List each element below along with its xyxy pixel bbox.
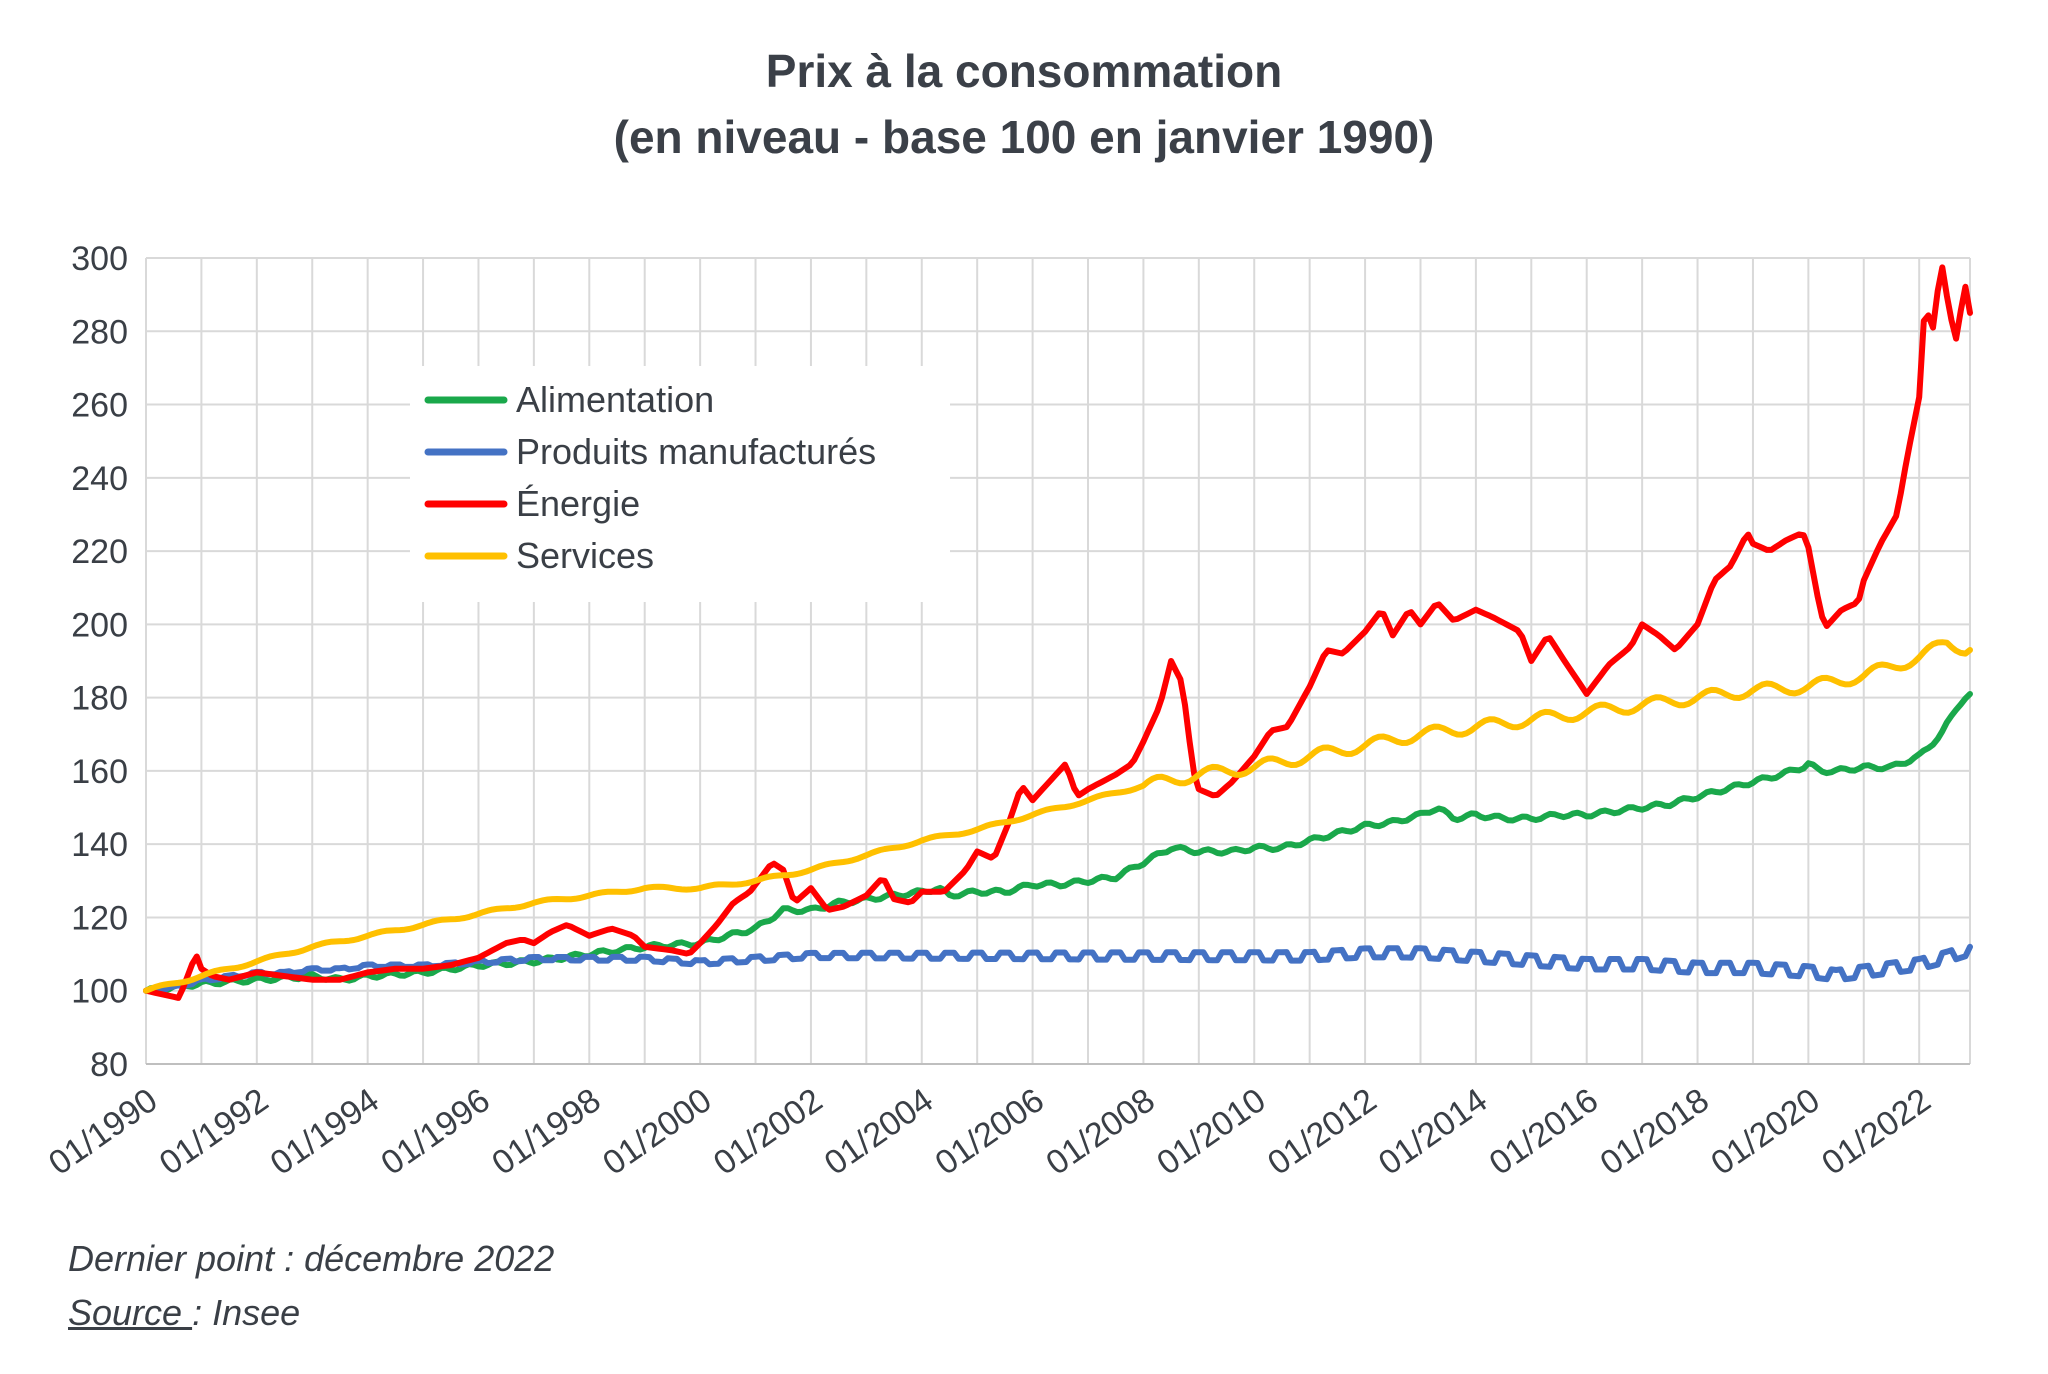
y-tick-label: 120	[71, 899, 128, 937]
y-tick-label: 160	[71, 753, 128, 791]
chart-title: Prix à la consommation	[765, 45, 1283, 97]
x-tick-label: 01/2022	[1815, 1081, 1937, 1183]
x-tick-label: 01/1990	[42, 1081, 164, 1183]
x-tick-label: 01/2004	[818, 1081, 940, 1183]
legend-label: Services	[516, 535, 654, 576]
series-layer	[143, 264, 1973, 1001]
x-tick-label: 01/2008	[1039, 1081, 1161, 1183]
footer-note: Dernier point : décembre 2022	[68, 1238, 555, 1279]
source-label: Source	[68, 1292, 193, 1333]
legend-label: Alimentation	[516, 379, 714, 420]
chart-subtitle: (en niveau - base 100 en janvier 1990)	[613, 111, 1435, 163]
source-value: : Insee	[192, 1292, 301, 1333]
series-line	[143, 264, 1973, 1001]
x-tick-label: 01/2010	[1150, 1081, 1272, 1183]
y-tick-label: 260	[71, 387, 128, 425]
x-tick-label: 01/2014	[1372, 1081, 1494, 1183]
x-tick-label: 01/2000	[596, 1081, 718, 1183]
y-tick-label: 280	[71, 313, 128, 351]
legend-label: Énergie	[516, 483, 640, 524]
y-tick-label: 100	[71, 973, 128, 1011]
x-tick-label: 01/2012	[1261, 1081, 1383, 1183]
y-tick-label: 80	[90, 1046, 128, 1084]
x-tick-label: 01/2002	[707, 1081, 829, 1183]
legend-box	[410, 366, 950, 602]
x-tick-label: 01/1998	[485, 1081, 607, 1183]
x-tick-label: 01/2006	[928, 1081, 1050, 1183]
x-tick-label: 01/2018	[1593, 1081, 1715, 1183]
legend: Alimentation Produits manufacturés Énergie…	[410, 366, 950, 602]
y-tick-label: 180	[71, 680, 128, 718]
series-line	[143, 639, 1973, 994]
series-line	[143, 691, 1973, 994]
y-tick-label: 300	[71, 240, 128, 278]
axes: 80 100 120 140 160 180 200 220 240 260 280 300 01/19…	[42, 240, 1970, 1183]
footer-source: Source : Insee	[68, 1292, 300, 1334]
x-tick-label: 01/1992	[153, 1081, 275, 1183]
y-tick-label: 220	[71, 533, 128, 571]
x-tick-label: 01/1996	[374, 1081, 496, 1183]
x-tick-label: 01/2016	[1483, 1081, 1605, 1183]
x-tick-label: 01/2020	[1704, 1081, 1826, 1183]
legend-label: Produits manufacturés	[516, 431, 876, 472]
x-tick-label: 01/1994	[264, 1081, 386, 1183]
y-tick-label: 140	[71, 826, 128, 864]
y-tick-label: 200	[71, 606, 128, 644]
y-tick-label: 240	[71, 460, 128, 498]
